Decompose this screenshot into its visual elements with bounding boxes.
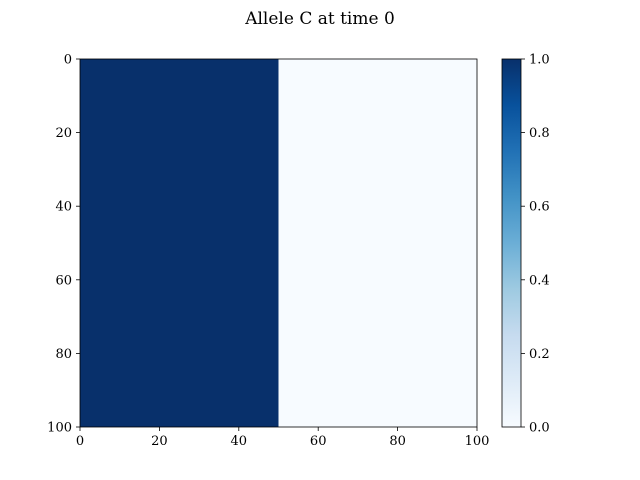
colorbar-gradient bbox=[502, 59, 521, 427]
colorbar-tick-label: 1.0 bbox=[529, 53, 550, 68]
x-tick-label: 40 bbox=[231, 434, 248, 449]
chart-title: Allele C at time 0 bbox=[244, 9, 395, 29]
y-tick-label: 0 bbox=[64, 53, 72, 68]
heatmap-cell-1 bbox=[278, 59, 477, 427]
colorbar: 0.0 0.2 0.4 0.6 0.8 1.0 bbox=[501, 53, 550, 436]
heatmap-cell-0 bbox=[80, 59, 279, 427]
colorbar-frame bbox=[501, 58, 522, 428]
x-axis: 0 20 40 60 80 100 bbox=[76, 427, 490, 449]
x-tick-label: 100 bbox=[465, 434, 490, 449]
x-tick-label: 60 bbox=[310, 434, 327, 449]
colorbar-tick-label: 0.6 bbox=[529, 200, 550, 215]
heatmap-plot-area bbox=[79, 58, 478, 428]
colorbar-tick-label: 0.4 bbox=[529, 273, 550, 288]
x-tick-label: 20 bbox=[151, 434, 168, 449]
y-tick-label: 20 bbox=[55, 126, 72, 141]
colorbar-tick-label: 0.0 bbox=[529, 421, 550, 436]
y-tick-label: 80 bbox=[55, 347, 72, 362]
y-axis: 0 20 40 60 80 100 bbox=[47, 53, 80, 436]
x-tick-label: 0 bbox=[76, 434, 84, 449]
colorbar-tick-label: 0.8 bbox=[529, 126, 550, 141]
y-tick-label: 40 bbox=[55, 200, 72, 215]
colorbar-tick-label: 0.2 bbox=[529, 347, 550, 362]
y-tick-label: 100 bbox=[47, 421, 72, 436]
y-tick-label: 60 bbox=[55, 273, 72, 288]
x-tick-label: 80 bbox=[389, 434, 406, 449]
plot-frame bbox=[79, 58, 478, 428]
